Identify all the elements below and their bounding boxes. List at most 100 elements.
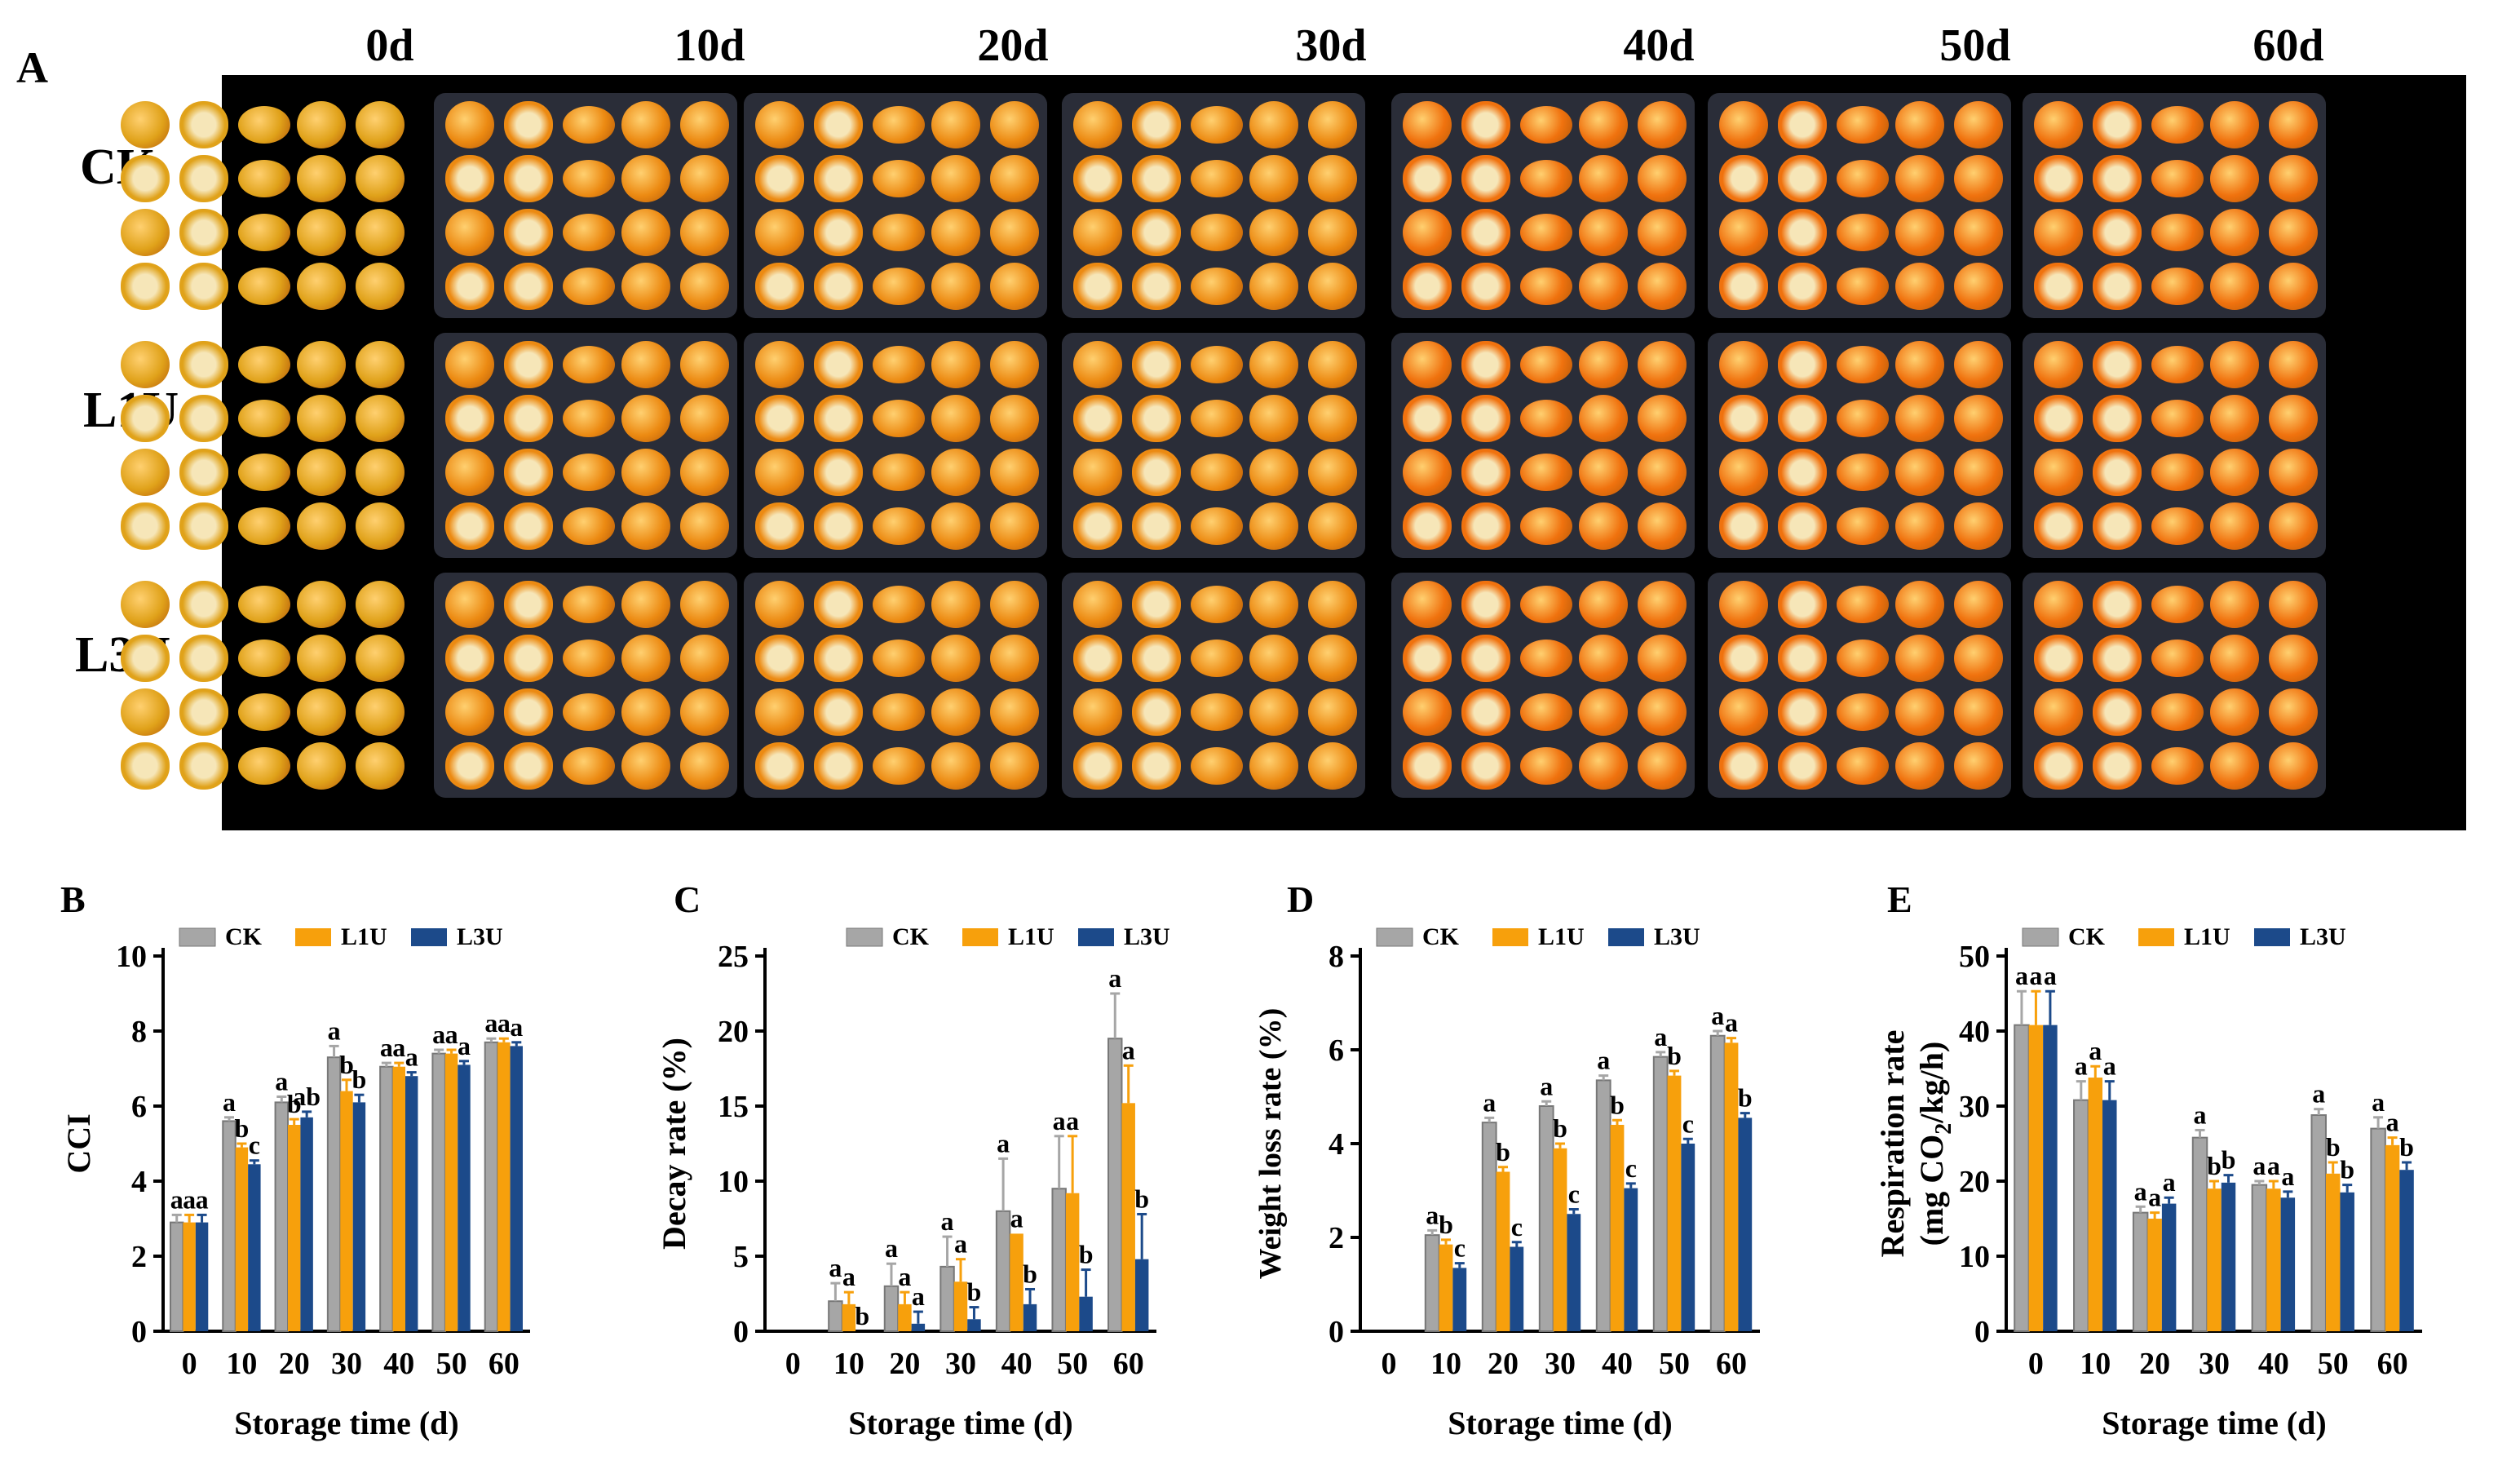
significance-letter: a	[2253, 1151, 2266, 1180]
cut-fruit	[445, 263, 494, 310]
whole-fruit	[1579, 449, 1628, 496]
whole-fruit	[621, 155, 670, 202]
y-tick-label: 10	[718, 1165, 749, 1199]
bar-l3u	[1079, 1296, 1093, 1331]
y-tick-label: 40	[1959, 1015, 1990, 1049]
whole-fruit	[1249, 635, 1298, 682]
whole-fruit	[1520, 747, 1572, 785]
cut-fruit	[1461, 263, 1510, 310]
whole-fruit	[931, 263, 980, 310]
day-label-20d: 20d	[977, 20, 1049, 71]
y-tick-label: 4	[1329, 1127, 1344, 1162]
cut-fruit	[755, 155, 804, 202]
cut-fruit	[2093, 263, 2142, 310]
significance-letter: a	[445, 1020, 458, 1049]
whole-fruit	[1308, 581, 1357, 628]
cut-fruit	[1778, 341, 1827, 388]
y-tick-label: 50	[1959, 940, 1990, 974]
significance-letter: a	[2134, 1176, 2147, 1206]
cut-fruit	[1132, 341, 1181, 388]
cut-fruit	[814, 688, 863, 736]
significance-letter: a	[380, 1033, 393, 1062]
significance-letter: a	[941, 1206, 954, 1236]
significance-letter: a	[1426, 1200, 1439, 1229]
whole-fruit	[990, 449, 1039, 496]
whole-fruit	[297, 581, 346, 628]
whole-fruit	[873, 586, 925, 623]
cut-fruit	[755, 395, 804, 442]
whole-fruit	[1249, 209, 1298, 256]
significance-letter: a	[829, 1253, 842, 1282]
x-tick-label: 10	[2080, 1347, 2111, 1381]
cut-fruit	[2093, 502, 2142, 550]
cut-fruit	[755, 635, 804, 682]
whole-fruit	[621, 449, 670, 496]
legend-label-ck: CK	[2068, 923, 2106, 950]
whole-fruit	[1837, 106, 1889, 144]
whole-fruit	[356, 449, 405, 496]
whole-fruit	[1837, 214, 1889, 251]
significance-letter: b	[1023, 1259, 1037, 1288]
legend-label-ck: CK	[892, 923, 930, 950]
whole-fruit	[1520, 400, 1572, 437]
cut-fruit	[1132, 395, 1181, 442]
cut-fruit	[1778, 155, 1827, 202]
whole-fruit	[2269, 502, 2318, 550]
cut-fruit	[814, 449, 863, 496]
chart-respiration-rate: E 0 10 20 30 40 50 Respiration rate (mg CO2/kg/h…	[1874, 879, 2422, 1441]
whole-fruit	[1308, 341, 1357, 388]
bar-l3u	[911, 1323, 926, 1331]
significance-letter: a	[2194, 1100, 2207, 1129]
whole-fruit	[1191, 268, 1243, 305]
whole-fruit	[1719, 449, 1768, 496]
legend-swatch-ck	[846, 927, 883, 947]
bar-ck	[995, 1210, 1011, 1332]
whole-fruit	[1191, 346, 1243, 383]
cut-fruit	[814, 581, 863, 628]
significance-letter: b	[1738, 1083, 1753, 1113]
whole-fruit	[931, 101, 980, 148]
cut-fruit	[1719, 155, 1768, 202]
whole-fruit	[2210, 209, 2259, 256]
significance-letter: a	[1122, 1035, 1135, 1064]
cut-fruit	[179, 449, 228, 496]
significance-letter: a	[1540, 1071, 1553, 1100]
whole-fruit	[1895, 742, 1944, 790]
x-tick-label: 50	[2318, 1347, 2349, 1381]
significance-letter: a	[2267, 1151, 2280, 1180]
significance-letter: b	[352, 1064, 367, 1094]
whole-fruit	[1719, 581, 1768, 628]
bar-ck	[1595, 1079, 1611, 1332]
significance-letter: a	[842, 1262, 855, 1291]
whole-fruit	[1638, 341, 1687, 388]
whole-fruit	[563, 507, 615, 545]
cut-fruit	[1461, 635, 1510, 682]
cut-fruit	[755, 263, 804, 310]
whole-fruit	[2210, 155, 2259, 202]
cut-fruit	[445, 155, 494, 202]
x-tick-label: 40	[2258, 1347, 2289, 1381]
cut-fruit	[1461, 341, 1510, 388]
day-label-50d: 50d	[1939, 20, 2011, 71]
significance-letter: a	[1483, 1087, 1496, 1117]
cut-fruit	[2093, 209, 2142, 256]
whole-fruit	[680, 395, 729, 442]
whole-fruit	[1638, 395, 1687, 442]
legend-swatch-l1u	[295, 928, 331, 946]
whole-fruit	[931, 688, 980, 736]
x-tick-label: 20	[279, 1347, 310, 1381]
bar-l1u	[2325, 1173, 2341, 1331]
cut-fruit	[179, 395, 228, 442]
cut-fruit	[121, 502, 170, 550]
whole-fruit	[1308, 742, 1357, 790]
bar-ck	[2191, 1136, 2208, 1333]
whole-fruit	[121, 688, 170, 736]
bar-ck	[1107, 1038, 1123, 1332]
whole-fruit	[1308, 209, 1357, 256]
significance-letter: a	[510, 1012, 523, 1042]
significance-letter: a	[458, 1031, 471, 1060]
y-tick-label: 20	[1959, 1165, 1990, 1199]
whole-fruit	[563, 106, 615, 144]
x-tick-label: 10	[1430, 1347, 1461, 1381]
cut-fruit	[121, 155, 170, 202]
